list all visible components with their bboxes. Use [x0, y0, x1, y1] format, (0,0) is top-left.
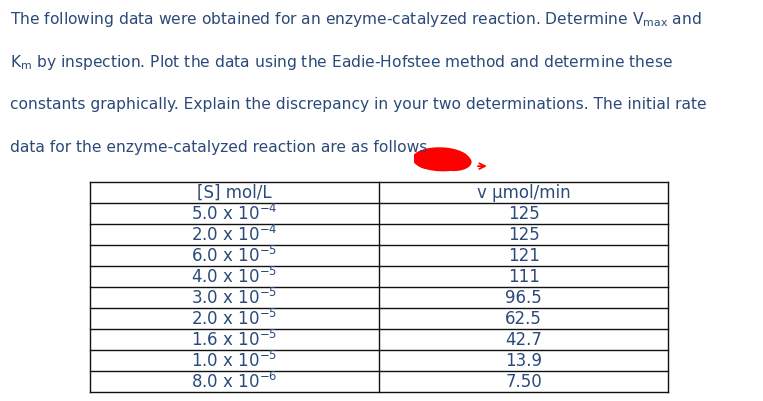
Text: data for the enzyme-catalyzed reaction are as follows: data for the enzyme-catalyzed reaction a… [10, 140, 427, 155]
Text: K$_{\mathregular{m}}$ by inspection. Plot the data using the Eadie-Hofstee metho: K$_{\mathregular{m}}$ by inspection. Plo… [10, 53, 673, 72]
Text: 5.0 x 10$^{-4}$: 5.0 x 10$^{-4}$ [192, 204, 278, 224]
Ellipse shape [416, 152, 443, 169]
Text: 125: 125 [508, 226, 539, 244]
Text: 13.9: 13.9 [505, 352, 542, 370]
Text: constants graphically. Explain the discrepancy in your two determinations. The i: constants graphically. Explain the discr… [10, 97, 707, 111]
Text: 125: 125 [508, 205, 539, 223]
Text: 42.7: 42.7 [505, 331, 542, 349]
Text: 3.0 x 10$^{-5}$: 3.0 x 10$^{-5}$ [192, 288, 278, 308]
Text: The following data were obtained for an enzyme-catalyzed reaction. Determine V$_: The following data were obtained for an … [10, 10, 702, 29]
Text: 111: 111 [508, 268, 539, 286]
Text: 2.0 x 10$^{-4}$: 2.0 x 10$^{-4}$ [192, 225, 278, 245]
Text: 1.0 x 10$^{-5}$: 1.0 x 10$^{-5}$ [192, 350, 278, 371]
Text: 8.0 x 10$^{-6}$: 8.0 x 10$^{-6}$ [192, 372, 278, 392]
Ellipse shape [412, 147, 470, 171]
Text: 2.0 x 10$^{-5}$: 2.0 x 10$^{-5}$ [192, 309, 278, 329]
Text: 1.6 x 10$^{-5}$: 1.6 x 10$^{-5}$ [192, 330, 278, 350]
Text: 6.0 x 10$^{-5}$: 6.0 x 10$^{-5}$ [192, 246, 278, 266]
Text: 7.50: 7.50 [505, 373, 542, 391]
Text: 62.5: 62.5 [505, 310, 542, 328]
Ellipse shape [435, 152, 472, 171]
Text: 121: 121 [508, 247, 539, 265]
Text: v μmol/min: v μmol/min [477, 184, 571, 202]
Text: [S] mol/L: [S] mol/L [198, 184, 272, 202]
Text: 96.5: 96.5 [505, 289, 542, 307]
Text: 4.0 x 10$^{-5}$: 4.0 x 10$^{-5}$ [192, 267, 278, 287]
